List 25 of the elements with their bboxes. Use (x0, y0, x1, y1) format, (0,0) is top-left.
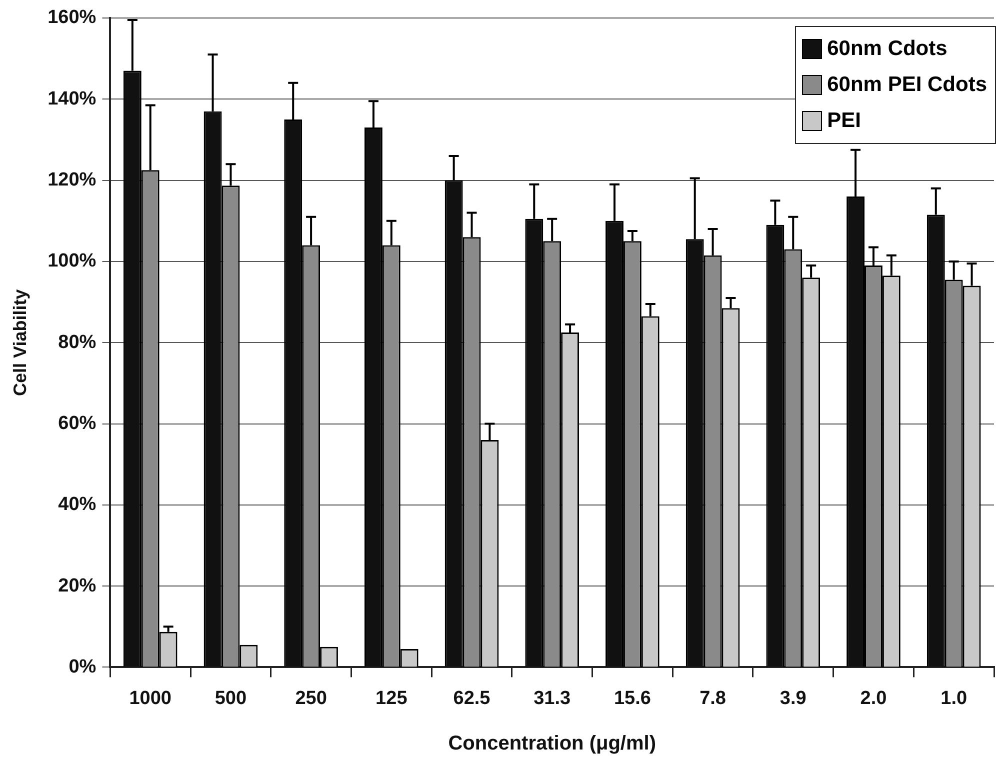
x-tick-label: 500 (214, 688, 247, 709)
y-tick-label: 40% (58, 494, 96, 516)
y-tick-label: 0% (68, 656, 96, 678)
legend-label: 60nm Cdots (827, 37, 948, 61)
x-tick-label: 7.8 (700, 688, 726, 709)
x-tick-label: 1000 (129, 688, 172, 709)
y-tick-label: 160% (48, 7, 96, 28)
y-tick-label: 60% (58, 412, 96, 434)
y-tick-label: 120% (48, 170, 96, 191)
y-axis-title: Cell Viability (10, 289, 30, 396)
legend-label: PEI (827, 109, 861, 133)
x-tick-label: 31.3 (534, 688, 571, 709)
x-tick-label: 15.6 (614, 688, 651, 709)
x-tick-label: 2.0 (860, 688, 887, 709)
x-axis-title: Concentration (μg/ml) (448, 732, 656, 755)
x-tick-label: 3.9 (780, 688, 806, 709)
x-tick-label: 62.5 (453, 688, 491, 709)
y-tick-label: 140% (48, 88, 96, 110)
y-tick-label: 20% (58, 575, 96, 596)
x-tick-label: 1.0 (940, 688, 968, 709)
x-tick-label: 125 (376, 688, 408, 709)
y-tick-label: 80% (58, 332, 96, 353)
legend-label: 60nm PEI Cdots (827, 73, 987, 97)
y-tick-label: 100% (48, 250, 96, 272)
x-tick-label: 250 (295, 688, 327, 709)
